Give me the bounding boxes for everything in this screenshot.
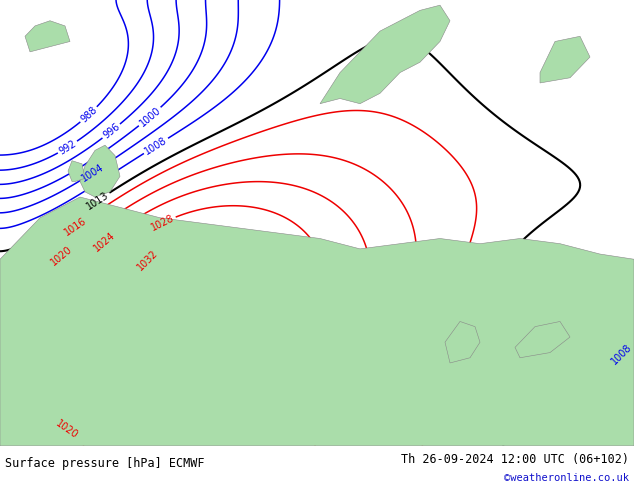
Polygon shape — [445, 321, 480, 363]
Polygon shape — [320, 5, 450, 104]
Text: 1020: 1020 — [49, 245, 74, 268]
Text: 1032: 1032 — [135, 248, 159, 273]
Text: Surface pressure [hPa] ECMWF: Surface pressure [hPa] ECMWF — [5, 457, 205, 470]
Text: 1024: 1024 — [92, 230, 117, 253]
Polygon shape — [515, 321, 570, 358]
Text: 1008: 1008 — [143, 135, 169, 157]
Text: 1013: 1013 — [84, 190, 110, 211]
Text: 988: 988 — [79, 105, 99, 124]
Text: 992: 992 — [57, 138, 78, 156]
Text: 1016: 1016 — [63, 215, 89, 237]
Text: Th 26-09-2024 12:00 UTC (06+102): Th 26-09-2024 12:00 UTC (06+102) — [401, 453, 629, 466]
Text: 1028: 1028 — [150, 213, 176, 233]
Polygon shape — [25, 21, 70, 52]
Polygon shape — [80, 145, 120, 197]
Polygon shape — [68, 161, 85, 181]
Text: 1008: 1008 — [609, 342, 634, 367]
Text: 1004: 1004 — [79, 162, 105, 184]
Polygon shape — [0, 197, 634, 446]
Text: 1000: 1000 — [138, 105, 162, 128]
Text: 996: 996 — [101, 122, 122, 141]
Polygon shape — [540, 36, 590, 83]
Text: ©weatheronline.co.uk: ©weatheronline.co.uk — [504, 473, 629, 483]
Text: 1020: 1020 — [54, 418, 80, 441]
